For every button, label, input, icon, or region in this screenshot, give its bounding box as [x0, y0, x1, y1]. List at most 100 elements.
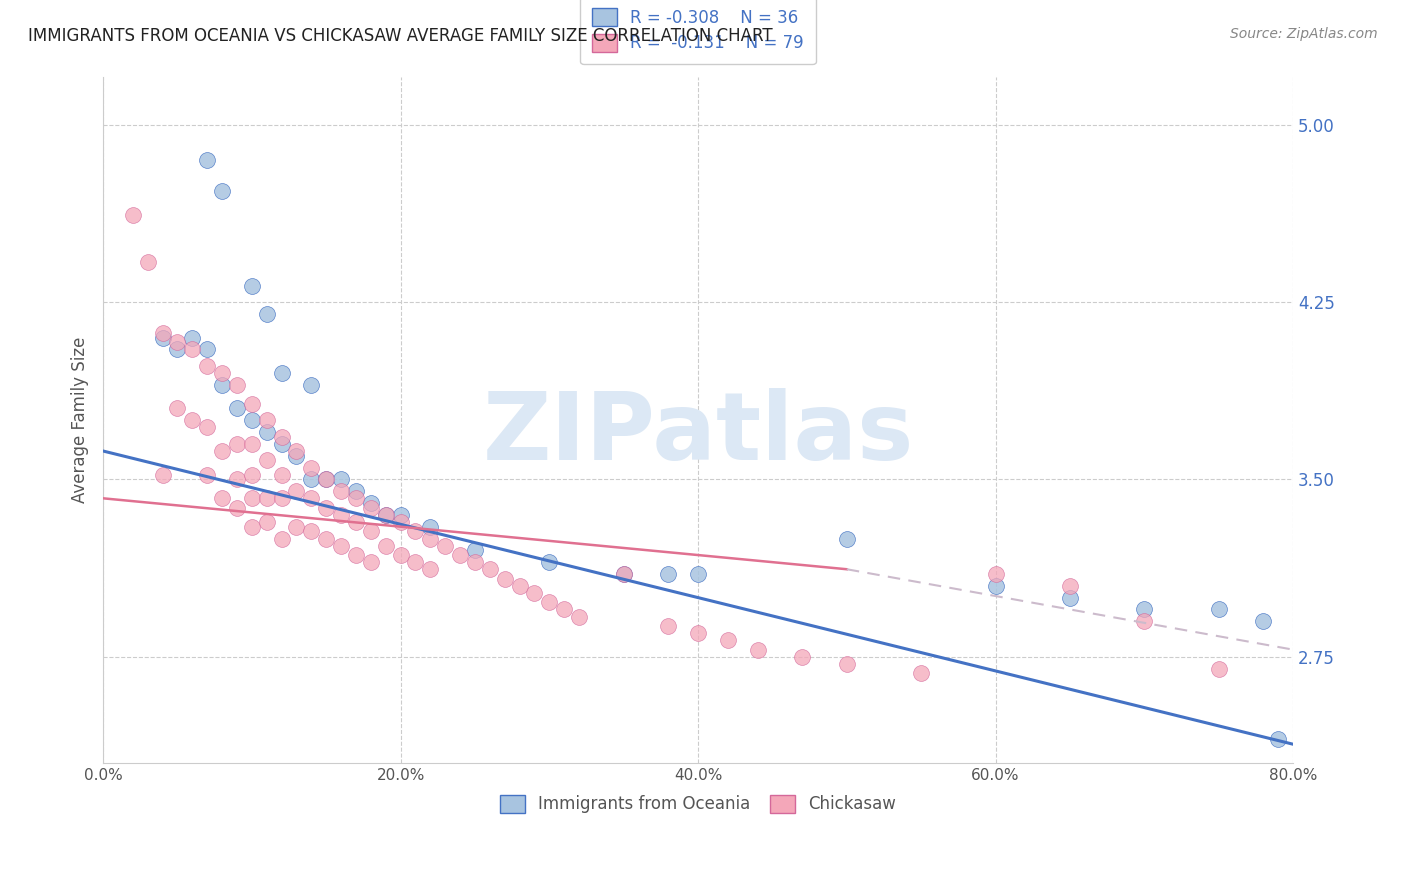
Point — [256, 425, 278, 439]
Point — [464, 543, 486, 558]
Point — [494, 572, 516, 586]
Legend: Immigrants from Oceania, Chickasaw: Immigrants from Oceania, Chickasaw — [489, 785, 907, 823]
Point — [166, 335, 188, 350]
Point — [449, 548, 471, 562]
Point — [299, 491, 322, 506]
Point — [270, 437, 292, 451]
Point — [285, 444, 308, 458]
Point — [285, 519, 308, 533]
Point — [122, 208, 145, 222]
Point — [344, 484, 367, 499]
Point — [240, 437, 263, 451]
Point — [686, 626, 709, 640]
Point — [195, 153, 218, 168]
Point — [419, 532, 441, 546]
Point — [686, 566, 709, 581]
Point — [315, 472, 337, 486]
Point — [509, 579, 531, 593]
Point — [1059, 591, 1081, 605]
Text: IMMIGRANTS FROM OCEANIA VS CHICKASAW AVERAGE FAMILY SIZE CORRELATION CHART: IMMIGRANTS FROM OCEANIA VS CHICKASAW AVE… — [28, 27, 773, 45]
Point — [256, 307, 278, 321]
Point — [835, 657, 858, 671]
Point — [419, 519, 441, 533]
Point — [211, 444, 233, 458]
Point — [330, 484, 353, 499]
Point — [195, 343, 218, 357]
Point — [315, 472, 337, 486]
Point — [152, 326, 174, 340]
Point — [389, 548, 412, 562]
Point — [553, 602, 575, 616]
Point — [389, 515, 412, 529]
Point — [240, 278, 263, 293]
Point — [166, 343, 188, 357]
Text: Source: ZipAtlas.com: Source: ZipAtlas.com — [1230, 27, 1378, 41]
Point — [1267, 732, 1289, 747]
Point — [226, 472, 249, 486]
Y-axis label: Average Family Size: Average Family Size — [72, 337, 89, 503]
Point — [657, 619, 679, 633]
Point — [315, 532, 337, 546]
Point — [405, 555, 427, 569]
Point — [256, 413, 278, 427]
Point — [270, 467, 292, 482]
Point — [211, 184, 233, 198]
Point — [299, 460, 322, 475]
Point — [181, 330, 204, 344]
Point — [226, 500, 249, 515]
Point — [568, 609, 591, 624]
Point — [478, 562, 501, 576]
Point — [136, 255, 159, 269]
Point — [195, 467, 218, 482]
Point — [285, 484, 308, 499]
Point — [299, 524, 322, 539]
Point — [285, 449, 308, 463]
Point — [1133, 602, 1156, 616]
Point — [270, 430, 292, 444]
Point — [360, 555, 382, 569]
Point — [256, 491, 278, 506]
Point — [226, 437, 249, 451]
Point — [211, 366, 233, 380]
Point — [211, 377, 233, 392]
Point — [374, 539, 396, 553]
Point — [270, 366, 292, 380]
Point — [330, 472, 353, 486]
Point — [613, 566, 636, 581]
Point — [792, 649, 814, 664]
Point — [374, 508, 396, 522]
Point — [344, 548, 367, 562]
Point — [152, 330, 174, 344]
Point — [538, 555, 561, 569]
Point — [360, 500, 382, 515]
Point — [910, 666, 932, 681]
Point — [747, 642, 769, 657]
Point — [226, 377, 249, 392]
Point — [315, 500, 337, 515]
Point — [256, 515, 278, 529]
Point — [195, 359, 218, 373]
Point — [226, 401, 249, 416]
Point — [1133, 614, 1156, 628]
Point — [181, 413, 204, 427]
Point — [360, 524, 382, 539]
Point — [181, 343, 204, 357]
Point — [270, 532, 292, 546]
Point — [240, 413, 263, 427]
Point — [270, 491, 292, 506]
Point — [434, 539, 457, 553]
Point — [1059, 579, 1081, 593]
Point — [360, 496, 382, 510]
Point — [984, 579, 1007, 593]
Text: ZIPatlas: ZIPatlas — [482, 388, 914, 480]
Point — [299, 377, 322, 392]
Point — [211, 491, 233, 506]
Point — [538, 595, 561, 609]
Point — [240, 491, 263, 506]
Point — [152, 467, 174, 482]
Point — [240, 467, 263, 482]
Point — [1208, 602, 1230, 616]
Point — [464, 555, 486, 569]
Point — [523, 586, 546, 600]
Point — [657, 566, 679, 581]
